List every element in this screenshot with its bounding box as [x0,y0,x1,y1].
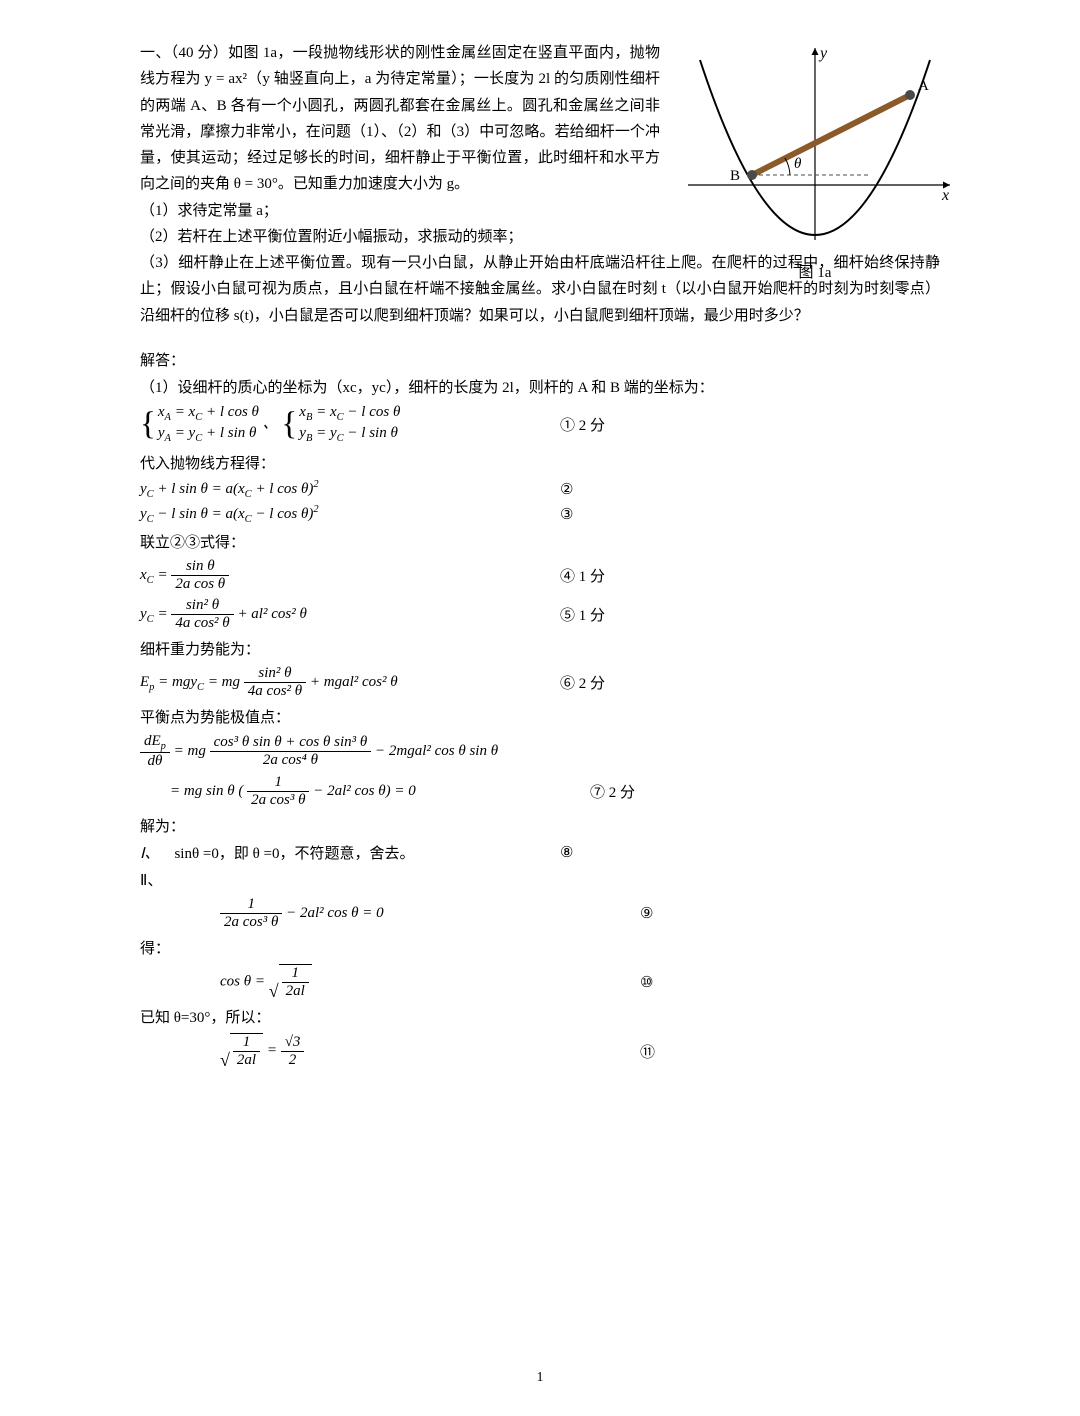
tag-9: ⑨ [640,904,760,923]
eq-6: Ep = mgyC = mg sin² θ4a cos² θ + mgal² c… [140,665,940,700]
figure-1a: y x A B θ 图 1a [670,40,960,282]
sys-separator: 、 [263,416,278,432]
eq-2: yC + l sin θ = a(xC + l cos θ)2 ② [140,479,940,500]
de-label: 得： [140,937,940,958]
tag-5: ⑤ 1 分 [560,604,680,625]
given-label: 已知 θ=30°，所以： [140,1006,940,1027]
tag-8: ⑧ [560,843,680,862]
solve-label: 解为： [140,815,940,836]
tag-10: ⑩ [640,973,760,992]
tag-2: ② [560,480,680,499]
eq-10: cos θ = 12al ⑩ [140,964,940,1000]
page-root: 一、（40 分）如图 1a，一段抛物线形状的刚性金属丝固定在竖直平面内，抛物线方… [140,40,940,1069]
join-23-label: 联立②③式得： [140,531,940,552]
sub-parabola-label: 代入抛物线方程得： [140,452,940,473]
parabola-diagram: y x A B θ [670,40,960,250]
solution-label: 解答： [140,349,940,370]
axis-y-label: y [818,45,828,62]
pe-label: 细杆重力势能为： [140,638,940,659]
problem-header: 一、（40 分）如图 1a，一段抛物线形状的刚性金属丝固定在竖直平面内，抛物线方… [140,40,940,250]
case-2-prefix: Ⅱ、 [140,869,940,890]
part1-intro: （1）设细杆的质心的坐标为（xc，yc），细杆的长度为 2l，则杆的 A 和 B… [140,376,940,397]
question-2: （2）若杆在上述平衡位置附近小幅振动，求振动的频率； [140,224,660,250]
problem-lead: 一、（40 分）如图 1a，一段抛物线形状的刚性金属丝固定在竖直平面内，抛物线方… [140,40,660,198]
eq-7a: dEpdθ = mg cos³ θ sin θ + cos θ sin³ θ2a… [140,733,940,770]
tag-3: ③ [560,505,680,524]
point-a-label: A [918,78,929,94]
eq-11: 12al = √32 ⑪ [140,1033,940,1069]
case-1: Ⅰ、 sinθ =0，即 θ =0，不符题意，舍去。 ⑧ [140,842,940,863]
equil-label: 平衡点为势能极值点： [140,706,940,727]
eq-3: yC − l sin θ = a(xC − l cos θ)2 ③ [140,504,940,525]
eq-1-systems: xA = xC + l cos θ yA = yC + l sin θ 、 xB… [140,403,940,446]
eq-5: yC = sin² θ4a cos² θ + al² cos² θ ⑤ 1 分 [140,597,940,632]
tag-1: ① 2 分 [560,414,680,435]
eq-4: xC = sin θ2a cos θ ④ 1 分 [140,558,940,593]
eq-9: 12a cos³ θ − 2al² cos θ = 0 ⑨ [140,896,940,931]
figure-caption: 图 1a [670,261,960,282]
tag-4: ④ 1 分 [560,565,680,586]
eq-7b: = mg sin θ ( 12a cos³ θ − 2al² cos θ) = … [140,774,940,809]
question-1: （1）求待定常量 a； [140,198,660,224]
tag-7: ⑦ 2 分 [590,781,710,802]
theta-label: θ [794,156,802,172]
page-number: 1 [0,1370,1080,1386]
axis-x-label: x [941,187,949,204]
tag-11: ⑪ [640,1041,760,1062]
tag-6: ⑥ 2 分 [560,672,680,693]
point-b-label: B [730,168,740,184]
